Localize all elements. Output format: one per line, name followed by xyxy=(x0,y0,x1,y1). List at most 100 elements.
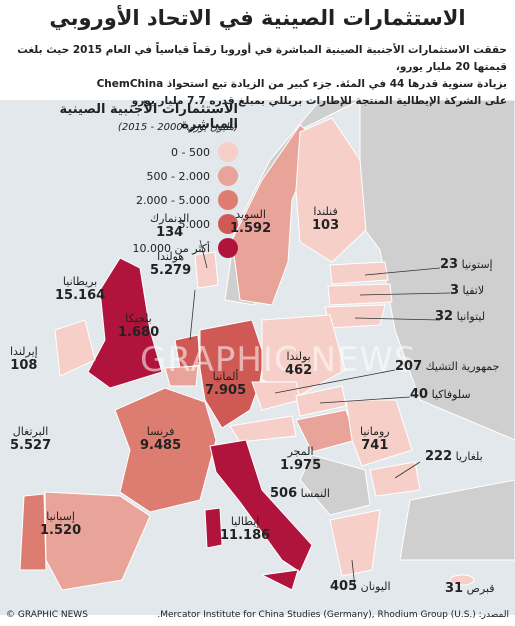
country-name: السويد xyxy=(235,208,266,221)
country-name: بلجيكا xyxy=(125,312,152,325)
country-name: فرنسا xyxy=(146,425,175,438)
country-value: 741 xyxy=(361,438,389,453)
country-value: 405 xyxy=(330,579,358,594)
country-label: اليونان 405 xyxy=(330,580,391,594)
lithuania xyxy=(324,304,386,329)
leader xyxy=(189,289,196,341)
legend-swatch xyxy=(218,214,238,234)
country-value: 5.527 xyxy=(10,438,52,453)
country-label: إستونيا 23 xyxy=(440,258,493,272)
country-name: رومانيا xyxy=(360,425,390,438)
country-label: إيرلندا 108 xyxy=(10,345,38,373)
country-name: بلغاريا xyxy=(455,450,483,463)
leader xyxy=(364,267,441,276)
sicily xyxy=(260,569,299,591)
country-name: المجر xyxy=(287,445,314,458)
turkey xyxy=(399,479,515,561)
country-label: فرنسا 9.485 xyxy=(140,425,181,453)
country-label: قبرص 31 xyxy=(445,582,495,596)
country-label: النمسا 506 xyxy=(270,487,330,501)
leader xyxy=(351,559,356,589)
legend-subtitle: (مليون يورو، 2000 - 2015) xyxy=(117,122,238,133)
country-value: 1.975 xyxy=(280,458,322,473)
source: المصدر: Mercator Institute for China Stu… xyxy=(157,610,509,620)
country-value: 1.680 xyxy=(118,325,160,340)
country-value: 134 xyxy=(156,225,184,240)
country-label: بلجيكا 1.680 xyxy=(118,312,159,340)
leader xyxy=(199,239,208,269)
poland xyxy=(261,314,346,396)
slovakia xyxy=(295,385,347,417)
country-name: بريطانيا xyxy=(62,275,98,288)
leader xyxy=(394,461,421,479)
country-value: 108 xyxy=(10,358,38,373)
country-name: اليونان xyxy=(360,580,391,593)
estonia xyxy=(329,261,389,285)
country-name: قبرص xyxy=(466,582,495,595)
austria xyxy=(229,415,297,443)
country-label: إيطاليا 11.186 xyxy=(220,515,270,543)
country-value: 31 xyxy=(445,581,464,596)
country-value: 506 xyxy=(270,486,298,501)
country-label: السويد 1.592 xyxy=(230,208,271,236)
countries xyxy=(19,99,515,591)
country-value: 5.279 xyxy=(150,263,192,278)
country-label: بريطانيا 15.164 xyxy=(55,275,105,303)
country-name: الدنمارك xyxy=(150,212,190,225)
leader xyxy=(319,396,411,404)
romania xyxy=(345,399,413,467)
uk xyxy=(87,257,163,389)
country-label: جمهورية التشيك 207 xyxy=(395,360,499,374)
country-label: المجر 1.975 xyxy=(280,445,321,473)
country-value: 207 xyxy=(395,359,423,374)
cyprus xyxy=(449,574,475,586)
country-name: سلوفاكيا xyxy=(431,388,471,401)
country-label: بلغاريا 222 xyxy=(425,450,483,464)
country-value: 11.186 xyxy=(220,528,271,543)
country-label: البرتغال 5.527 xyxy=(10,425,51,453)
legend-item: 2.000 - 500 xyxy=(147,166,238,186)
country-name: لاتفيا xyxy=(462,284,485,297)
country-value: 222 xyxy=(425,449,453,464)
legend-item: 500 - 0 xyxy=(171,142,238,162)
watermark: GRAPHIC NEWS xyxy=(140,340,417,380)
country-label: ألمانيا 7.905 xyxy=(205,370,246,398)
country-label: الدنمارك 134 xyxy=(150,212,189,240)
legend-label: 5.000 - 2.000 xyxy=(136,193,210,207)
country-value: 462 xyxy=(285,363,313,378)
country-name: النمسا xyxy=(300,487,330,500)
country-label: سلوفاكيا 40 xyxy=(410,388,471,402)
legend-swatch xyxy=(218,190,238,210)
france xyxy=(114,387,217,513)
belgium xyxy=(164,365,199,387)
country-value: 3 xyxy=(450,283,460,298)
germany xyxy=(199,319,265,429)
legend-title: الاستثمارات الأجنبية الصينية المباشرة xyxy=(59,102,238,132)
intro: حققت الاستثمارات الأجنبية الصينية المباش… xyxy=(7,42,507,110)
country-label: فنلندا 103 xyxy=(312,205,339,233)
country-name: إستونيا xyxy=(461,258,493,271)
country-value: 7.905 xyxy=(205,383,247,398)
legend-item: 5.000 xyxy=(178,214,238,234)
legend-swatch xyxy=(218,238,238,258)
greece xyxy=(329,509,381,577)
country-value: 1.592 xyxy=(230,221,272,236)
balkans xyxy=(299,454,371,516)
country-label: إسبانيا 1.520 xyxy=(40,510,81,538)
sardinia xyxy=(204,507,223,549)
legend-label: 5.000 xyxy=(178,217,211,231)
bulgaria xyxy=(369,461,421,497)
country-name: إيطاليا xyxy=(230,515,260,528)
credit: © GRAPHIC NEWS xyxy=(6,610,88,620)
country-label: بولندا 462 xyxy=(285,350,312,378)
country-value: 1.520 xyxy=(40,523,82,538)
country-label: هولندا 5.279 xyxy=(150,250,191,278)
leaders xyxy=(189,239,451,589)
portugal xyxy=(19,493,47,571)
legend-swatch xyxy=(218,166,238,186)
country-name: البرتغال xyxy=(12,425,49,438)
country-value: 9.485 xyxy=(140,438,182,453)
leader xyxy=(359,292,451,296)
legend-label: 2.000 - 500 xyxy=(146,169,210,183)
intro-line: على الشركة الإيطالية المنتجة للإطارات بر… xyxy=(131,95,507,107)
